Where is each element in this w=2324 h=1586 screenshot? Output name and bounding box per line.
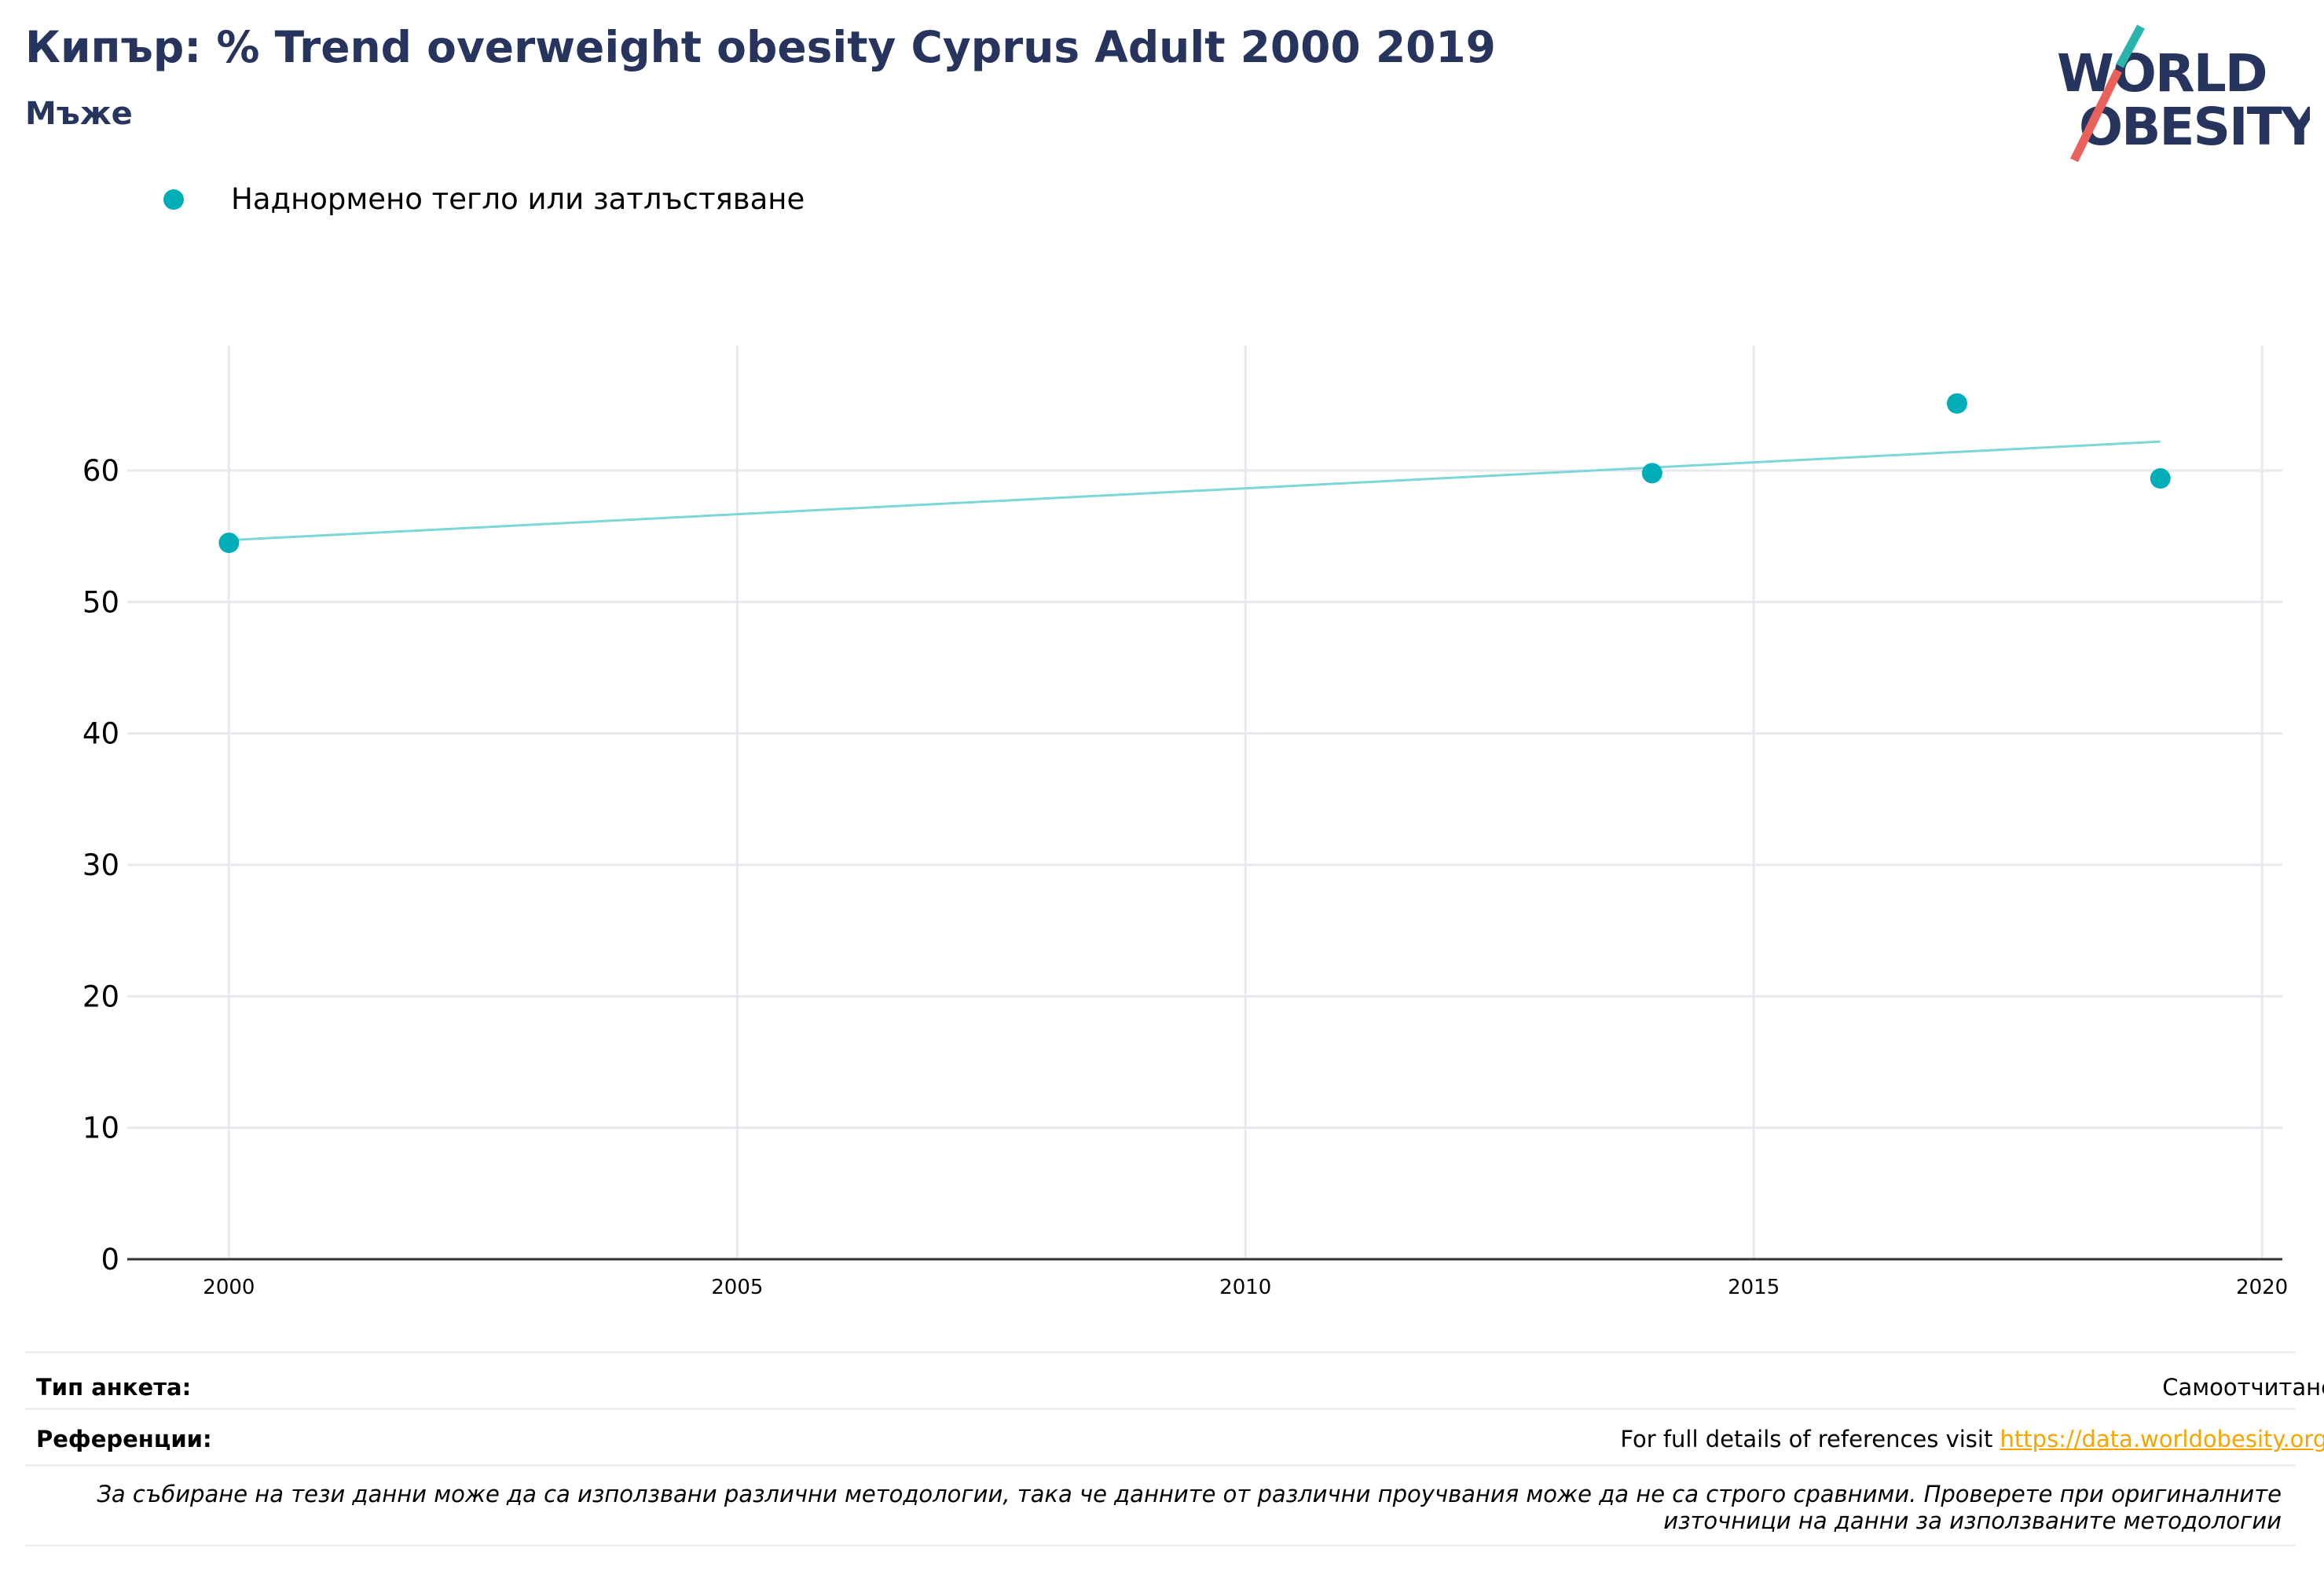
legend-label: Наднормено тегло или затлъстяване — [231, 182, 805, 216]
x-tick-label: 2005 — [711, 1276, 763, 1299]
scatter-chart: 0 10 20 30 40 50 60 2000 2005 2010 2015 2020 — [82, 346, 2288, 1299]
data-point — [1946, 393, 1967, 414]
y-tick-label: 10 — [82, 1112, 119, 1145]
chart-title: Кипър: % Trend overweight obesity Cyprus… — [25, 22, 1496, 72]
references-text: For full details of references visit — [1620, 1426, 2000, 1452]
x-tick-label: 2015 — [1728, 1276, 1780, 1299]
chart-subtitle: Мъже — [25, 96, 133, 132]
survey-type-row: Тип анкета: Самоотчитане — [25, 1367, 2324, 1408]
footer-divider — [25, 1351, 2296, 1353]
y-tick-label: 30 — [82, 848, 119, 882]
x-tick-label: 2000 — [203, 1276, 255, 1299]
legend-marker — [163, 189, 184, 210]
svg-text:OBESITY: OBESITY — [2079, 97, 2310, 157]
footer-divider — [25, 1544, 2296, 1547]
references-link[interactable]: https://data.worldobesity.org/ — [2000, 1426, 2324, 1452]
x-tick-label: 2020 — [2236, 1276, 2288, 1299]
data-point — [218, 533, 240, 554]
data-point — [2150, 468, 2171, 489]
world-obesity-logo: WORLD OBESITY — [2057, 24, 2310, 163]
footer-divider — [25, 1408, 2296, 1410]
y-tick-label: 60 — [82, 454, 119, 488]
trend-line — [229, 440, 2161, 542]
references-value: For full details of references visit htt… — [1620, 1426, 2324, 1452]
y-tick-label: 50 — [82, 585, 119, 619]
data-point — [1641, 463, 1662, 484]
methodology-note: За събиране на тези данни може да са изп… — [97, 1481, 2282, 1534]
survey-type-label: Тип анкета: — [36, 1374, 192, 1401]
references-label: Референции: — [36, 1426, 212, 1452]
references-row: Референции: For full details of referenc… — [25, 1419, 2324, 1460]
x-tick-label: 2010 — [1219, 1276, 1271, 1299]
survey-type-value: Самоотчитане — [2162, 1374, 2324, 1401]
legend: Наднормено тегло или затлъстяване — [163, 182, 805, 216]
y-tick-label: 20 — [82, 980, 119, 1013]
svg-text:WORLD: WORLD — [2057, 43, 2267, 104]
footer-divider — [25, 1464, 2296, 1467]
y-tick-label: 0 — [101, 1243, 119, 1276]
y-tick-label: 40 — [82, 717, 119, 751]
